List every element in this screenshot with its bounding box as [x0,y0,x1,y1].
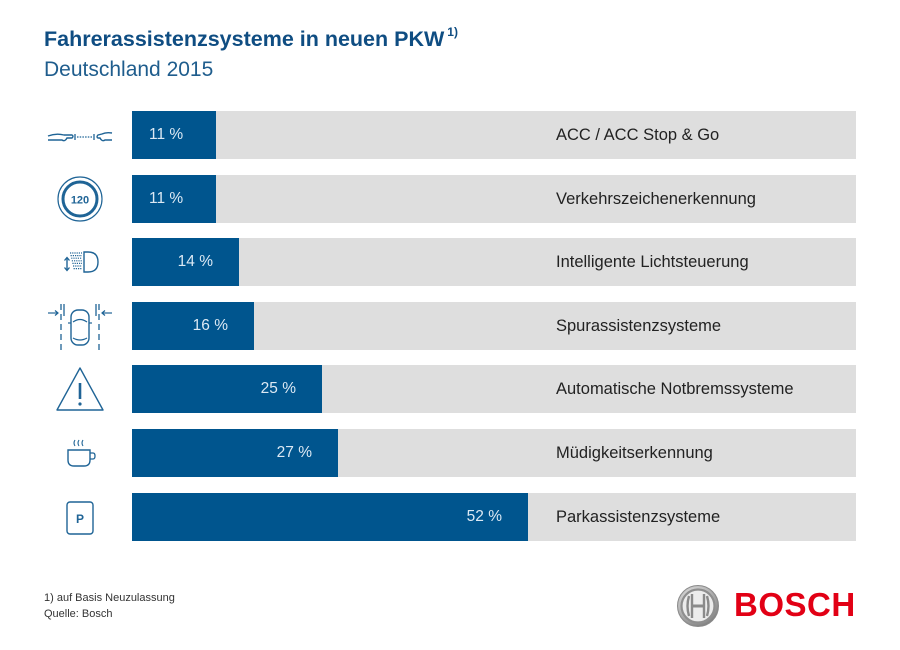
category-label: Verkehrszeichenerkennung [556,190,756,208]
bar-row: 120 11 % Verkehrszeichenerkennung [40,175,860,223]
bar-row: 27 % Müdigkeitserkennung [40,429,860,477]
bar-value-label: 16 % [192,317,228,334]
category-label: Intelligente Lichtsteuerung [556,253,749,271]
bar-track: 25 % Automatische Notbremssysteme [132,365,856,413]
bar-track: 11 % Verkehrszeichenerkennung [132,175,856,223]
bar [132,175,216,223]
warning-triangle-icon [40,365,120,413]
source-note: Quelle: Bosch [44,608,113,620]
bar-value-label: 14 % [177,253,213,270]
bar-track: 27 % Müdigkeitserkennung [132,429,856,477]
chart-title-text: Fahrerassistenzsysteme in neuen PKW [44,27,445,52]
bar-row: P 52 % Parkassistenzsysteme [40,493,860,541]
chart-subtitle: Deutschland 2015 [44,58,214,81]
chart-title: Fahrerassistenzsysteme in neuen PKW 1) [44,25,458,52]
bosch-wordmark: BOSCH [734,586,856,623]
title-footnote-mark: 1) [447,25,458,39]
bar-track: 52 % Parkassistenzsysteme [132,493,856,541]
bar-track: 11 % ACC / ACC Stop & Go [132,111,856,159]
bar [132,111,216,159]
svg-text:120: 120 [71,195,89,207]
bar-track: 16 % Spurassistenzsysteme [132,302,856,350]
bar-value-label: 27 % [276,444,312,461]
category-label: Spurassistenzsysteme [556,317,722,335]
footnote: 1) auf Basis Neuzulassung [44,592,175,604]
category-label: ACC / ACC Stop & Go [556,126,720,144]
category-label: Parkassistenzsysteme [556,508,721,526]
bar-value-label: 52 % [466,508,502,525]
bar [132,238,239,286]
category-label: Müdigkeitserkennung [556,444,713,462]
bar-value-label: 11 % [149,126,184,143]
coffee-cup-icon [40,429,120,477]
bar-value-label: 25 % [260,380,296,397]
bar-track: 14 % Intelligente Lichtsteuerung [132,238,856,286]
category-label: Automatische Notbremssysteme [556,380,794,398]
lane-assist-icon [40,302,120,350]
parking-icon: P [40,493,120,541]
bar-value-label: 11 % [149,190,184,207]
bar [132,365,322,413]
bosch-logo: BOSCH [676,583,860,629]
bar [132,493,528,541]
bosch-armature-icon [677,585,719,627]
speed-sign-icon: 120 [40,175,120,223]
svg-text:P: P [76,512,84,526]
bar-row: 25 % Automatische Notbremssysteme [40,365,860,413]
headlight-icon [40,238,120,286]
bar-row: 14 % Intelligente Lichtsteuerung [40,238,860,286]
bar [132,429,338,477]
bar [132,302,254,350]
bar-row: 16 % Spurassistenzsysteme [40,302,860,350]
bar-row: 11 % ACC / ACC Stop & Go [40,111,860,159]
acc-distance-icon [40,111,120,159]
